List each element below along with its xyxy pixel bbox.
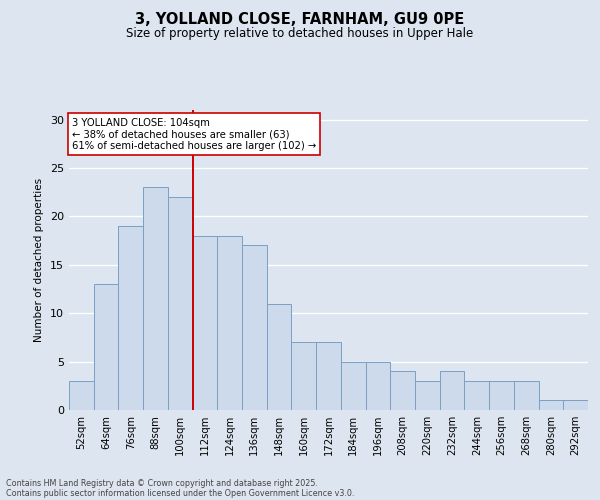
Bar (118, 226, 143, 410)
Bar (168, 197, 193, 410)
Bar (267, 304, 292, 410)
Bar (94, 284, 118, 410)
Bar (292, 342, 316, 410)
Bar (489, 381, 514, 410)
Bar (415, 381, 440, 410)
Bar (242, 246, 267, 410)
Bar (217, 236, 242, 410)
Bar (69, 381, 94, 410)
Bar (464, 381, 489, 410)
Bar (390, 372, 415, 410)
Bar (143, 188, 168, 410)
Bar (539, 400, 563, 410)
Text: 3 YOLLAND CLOSE: 104sqm
← 38% of detached houses are smaller (63)
61% of semi-de: 3 YOLLAND CLOSE: 104sqm ← 38% of detache… (71, 118, 316, 150)
Y-axis label: Number of detached properties: Number of detached properties (34, 178, 44, 342)
Bar (563, 400, 588, 410)
Text: Contains public sector information licensed under the Open Government Licence v3: Contains public sector information licen… (6, 488, 355, 498)
Bar (341, 362, 365, 410)
Bar (365, 362, 390, 410)
Bar (440, 372, 464, 410)
Bar (193, 236, 217, 410)
Text: Size of property relative to detached houses in Upper Hale: Size of property relative to detached ho… (127, 28, 473, 40)
Text: 3, YOLLAND CLOSE, FARNHAM, GU9 0PE: 3, YOLLAND CLOSE, FARNHAM, GU9 0PE (136, 12, 464, 28)
Bar (316, 342, 341, 410)
Bar (514, 381, 539, 410)
Text: Contains HM Land Registry data © Crown copyright and database right 2025.: Contains HM Land Registry data © Crown c… (6, 478, 318, 488)
